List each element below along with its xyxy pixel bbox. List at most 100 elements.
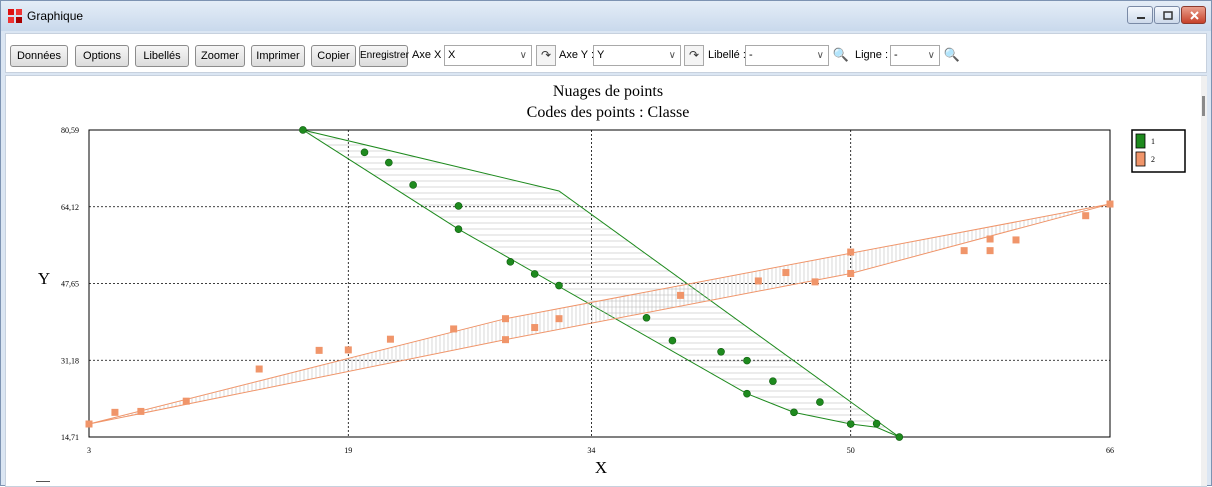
ligne-find-button[interactable]: 🔍 (943, 46, 961, 64)
donnees-button[interactable]: Données (10, 45, 68, 67)
minimize-icon (1137, 17, 1145, 19)
point-series-2 (502, 336, 510, 344)
chevron-down-icon: ∨ (816, 50, 824, 61)
y-axis-label: Y (38, 269, 50, 288)
ligne-select[interactable]: - ∨ (890, 45, 940, 66)
y-tick-label: 64,12 (61, 203, 79, 212)
legend: 1 2 (1131, 129, 1186, 173)
imprimer-button[interactable]: Imprimer (251, 45, 305, 67)
y-tick-label: 14,71 (61, 433, 79, 442)
libelle-label: Libellé : (708, 49, 746, 61)
close-icon (1190, 11, 1199, 20)
horizontal-scroll-indicator (36, 481, 50, 482)
axe-x-refresh-button[interactable]: ↷ (536, 45, 556, 66)
point-series-2 (677, 291, 685, 299)
point-series-2 (986, 235, 994, 243)
binoculars-icon: 🔍 (943, 47, 961, 62)
legend-label-2: 2 (1151, 155, 1155, 164)
libelle-select[interactable]: - ∨ (745, 45, 829, 66)
zoomer-button[interactable]: Zoomer (195, 45, 245, 67)
point-series-1 (454, 202, 463, 210)
point-series-2 (555, 315, 563, 323)
redo-arrow-icon: ↷ (540, 48, 552, 62)
chart-subtitle: Codes des points : Classe (527, 104, 690, 121)
point-series-2 (960, 247, 968, 255)
point-series-1 (530, 270, 539, 278)
vertical-scrollbar[interactable] (1201, 76, 1207, 486)
point-series-2 (344, 346, 352, 354)
point-series-1 (743, 356, 751, 365)
data-points (85, 126, 1114, 441)
enregistrer-button[interactable]: Enregistrer (359, 45, 409, 67)
ligne-value: - (894, 49, 898, 61)
point-series-1 (790, 408, 798, 417)
point-series-1 (642, 313, 651, 322)
point-series-1 (506, 258, 515, 266)
chevron-down-icon: ∨ (519, 50, 527, 61)
restore-icon (1163, 11, 1173, 20)
minimize-button[interactable] (1127, 6, 1153, 24)
point-series-1 (299, 126, 307, 134)
copier-button[interactable]: Copier (311, 45, 356, 67)
chart-app-icon (8, 9, 22, 23)
legend-swatch-2 (1135, 151, 1146, 167)
chevron-down-icon: ∨ (668, 50, 676, 61)
scrollbar-thumb[interactable] (1202, 96, 1205, 116)
y-tick-label: 47,65 (61, 280, 79, 289)
window-title: Graphique (27, 9, 84, 23)
point-series-2 (182, 397, 190, 405)
x-tick-label: 19 (344, 446, 352, 455)
axe-y-select[interactable]: Y ∨ (593, 45, 681, 66)
chart-panel: Nuages de points Codes des points : Clas… (5, 75, 1207, 487)
point-series-2 (847, 269, 855, 277)
point-series-1 (409, 181, 417, 189)
axe-x-label: Axe X : (412, 49, 448, 61)
title-bar[interactable]: Graphique (1, 1, 1211, 31)
point-series-2 (450, 325, 458, 333)
axe-x-select[interactable]: X ∨ (444, 45, 532, 66)
point-series-1 (769, 377, 777, 385)
libelles-button[interactable]: Libellés (135, 45, 189, 67)
x-tick-labels: 3 19 34 50 66 (87, 446, 1114, 455)
axe-y-label: Axe Y : (559, 49, 595, 61)
point-series-2 (1012, 236, 1020, 244)
chart-title: Nuages de points (553, 83, 663, 100)
axe-y-value: Y (597, 49, 605, 61)
point-series-2 (531, 324, 539, 332)
axe-x-value: X (448, 49, 456, 61)
y-tick-labels: 14,71 31,18 47,65 64,12 80,59 (61, 126, 79, 442)
binoculars-icon: 🔍 (832, 47, 850, 62)
point-series-1 (385, 158, 393, 167)
libelle-find-button[interactable]: 🔍 (832, 46, 850, 64)
point-series-1 (816, 398, 824, 406)
point-series-1 (846, 420, 855, 428)
point-series-2 (1082, 212, 1090, 220)
libelle-value: - (749, 49, 753, 61)
redo-arrow-icon: ↷ (688, 48, 700, 62)
point-series-2 (811, 278, 819, 286)
y-tick-label: 80,59 (61, 126, 79, 135)
x-tick-label: 50 (847, 446, 855, 455)
point-series-2 (782, 269, 790, 277)
point-series-2 (315, 346, 323, 354)
maximize-button[interactable] (1154, 6, 1180, 24)
point-series-2 (137, 407, 145, 415)
close-button[interactable] (1181, 6, 1206, 24)
scatter-chart: Nuages de points Codes des points : Clas… (38, 83, 1186, 477)
legend-label-1: 1 (1151, 137, 1155, 146)
point-series-2 (85, 420, 93, 428)
point-series-1 (454, 225, 463, 234)
y-tick-label: 31,18 (61, 356, 79, 365)
point-series-1 (668, 336, 677, 345)
x-tick-label: 66 (1106, 446, 1114, 455)
point-series-1 (555, 281, 563, 290)
x-tick-label: 3 (87, 446, 91, 455)
point-series-2 (255, 365, 263, 373)
point-series-2 (847, 248, 855, 256)
options-button[interactable]: Options (75, 45, 129, 67)
point-series-2 (986, 247, 994, 255)
point-series-1 (872, 419, 881, 428)
axe-y-refresh-button[interactable]: ↷ (684, 45, 704, 66)
x-tick-label: 34 (587, 446, 595, 455)
toolbar: Données Options Libellés Zoomer Imprimer… (5, 33, 1207, 73)
